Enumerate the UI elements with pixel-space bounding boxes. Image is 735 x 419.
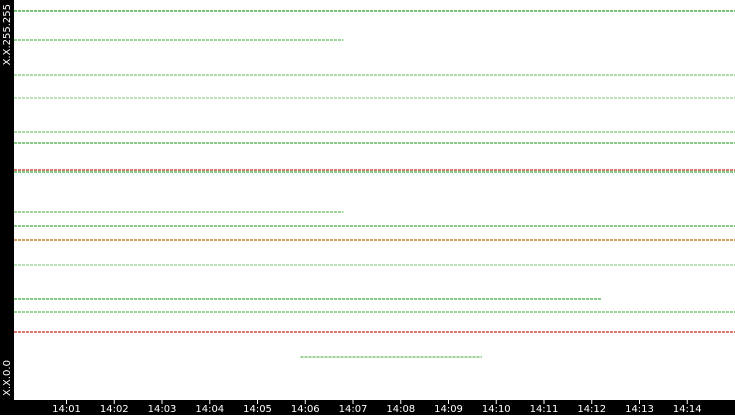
- y-tick-label: X.X.255.255: [2, 4, 13, 65]
- y-tick-label: X.X.0.0: [2, 360, 13, 396]
- x-tick-label: 14:02: [100, 404, 129, 415]
- x-tick-label: 14:14: [673, 404, 702, 415]
- x-tick-label: 14:13: [625, 404, 654, 415]
- x-tick-label: 14:03: [148, 404, 177, 415]
- y-axis-bar: [0, 0, 14, 415]
- x-tick-label: 14:09: [434, 404, 463, 415]
- x-tick-label: 14:05: [243, 404, 272, 415]
- x-tick-label: 14:10: [482, 404, 511, 415]
- x-axis-bar: [0, 400, 735, 415]
- x-tick-label: 14:04: [195, 404, 224, 415]
- x-tick-label: 14:06: [291, 404, 320, 415]
- x-tick-label: 14:12: [577, 404, 606, 415]
- x-tick-label: 14:08: [386, 404, 415, 415]
- x-tick-label: 14:11: [530, 404, 559, 415]
- x-tick-label: 14:01: [52, 404, 81, 415]
- x-tick-label: 14:07: [339, 404, 368, 415]
